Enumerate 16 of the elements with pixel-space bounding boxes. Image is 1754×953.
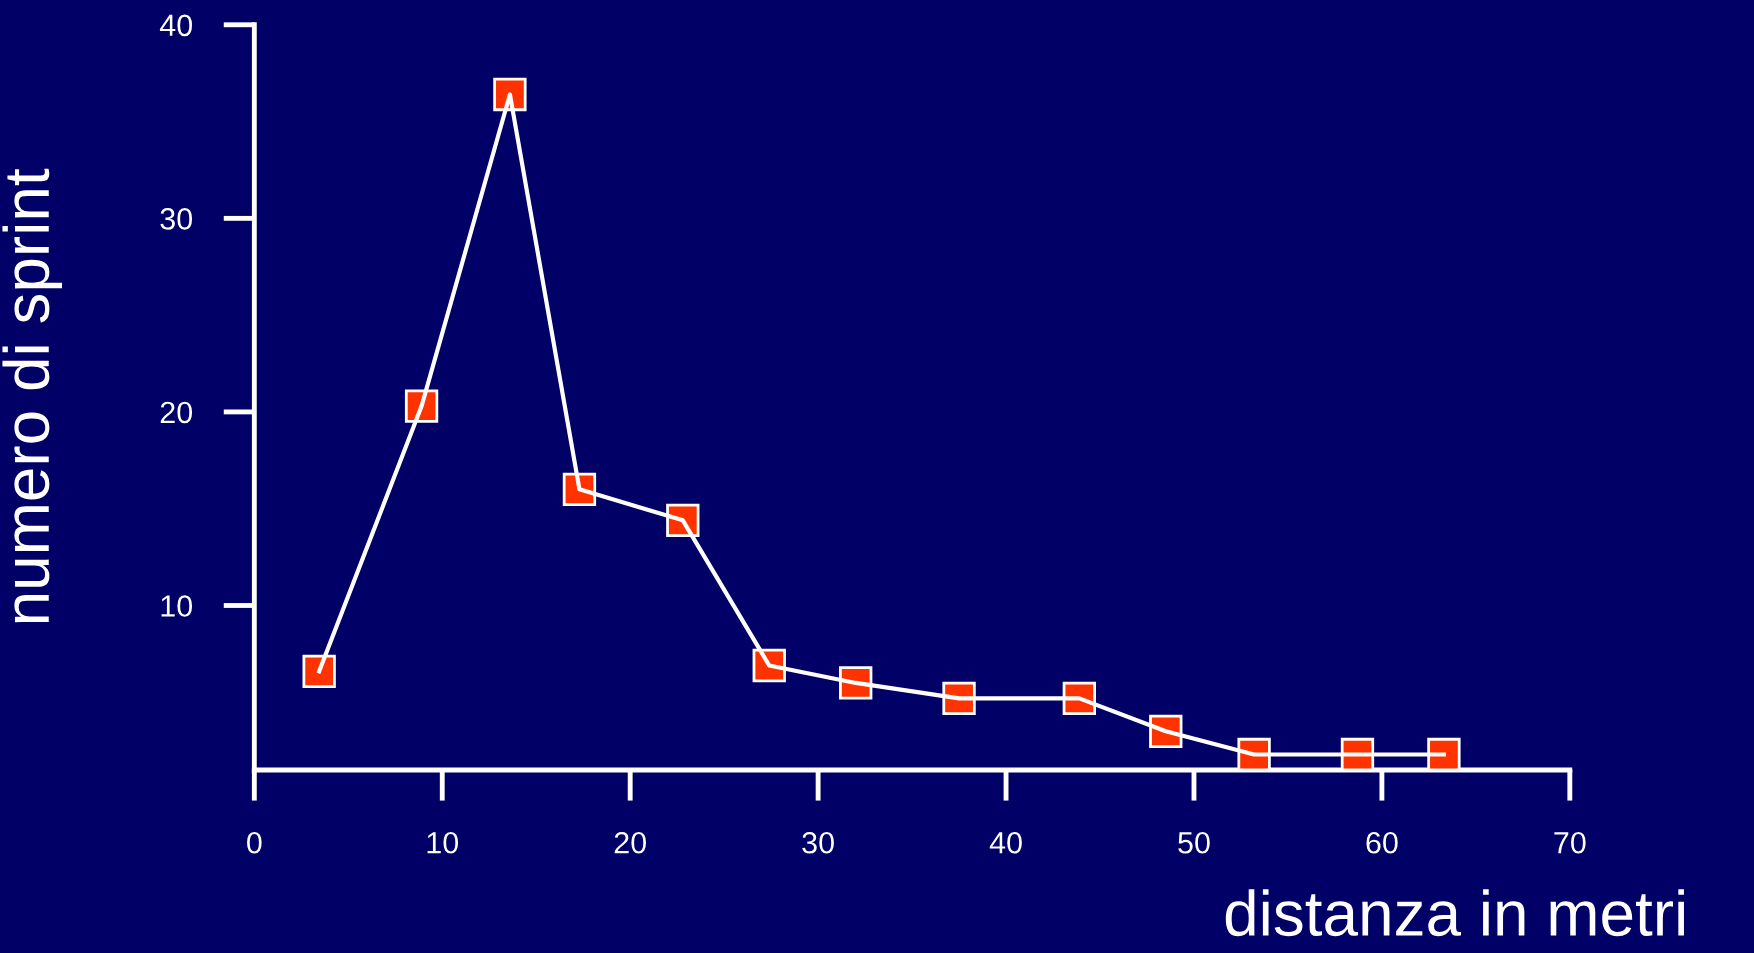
x-tick-label: 60 [1366,831,1398,854]
y-axis-title: numero di sprint [2,168,63,623]
x-tick-label: 20 [614,831,646,854]
y-tick-label: 40 [159,14,193,37]
point [302,654,336,688]
x-axis-title: distanza in metri [1225,889,1684,937]
point [1427,737,1461,771]
x-tick-label: 40 [989,831,1022,854]
x-tick-label: 70 [1554,831,1586,854]
x-tick-label: 0 [247,831,262,854]
x-tick-label: 30 [802,831,834,854]
x-tick-label: 10 [427,831,459,854]
x-tick-label: 50 [1178,831,1210,854]
y-tick-label: 20 [160,401,193,424]
y-tick-label: 30 [160,208,193,230]
y-tick-label: 10 [161,595,193,617]
